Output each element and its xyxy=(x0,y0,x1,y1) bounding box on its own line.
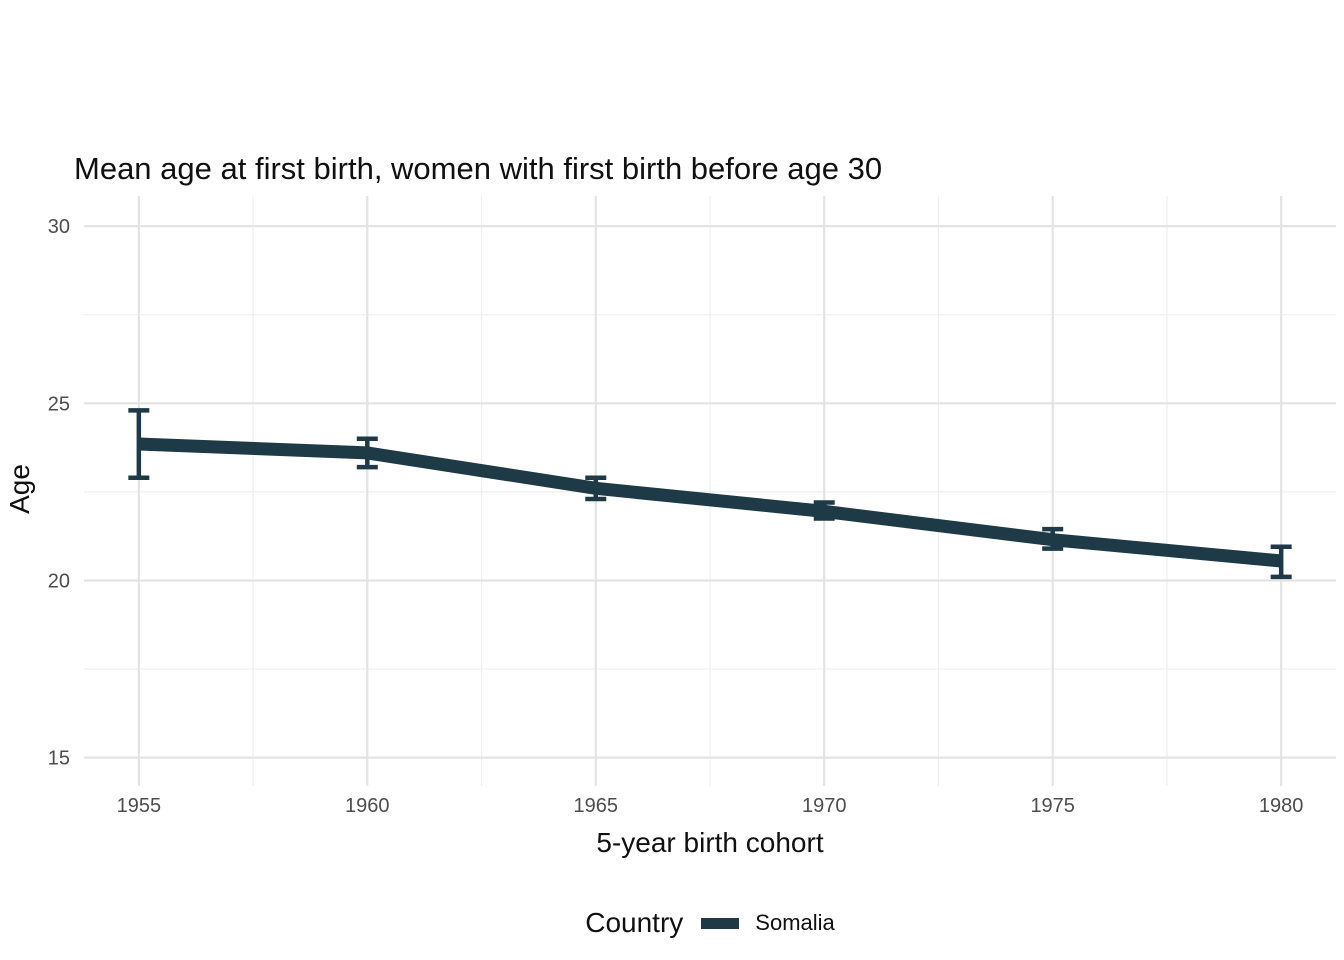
legend-title: Country xyxy=(585,907,684,938)
x-tick-label: 1970 xyxy=(802,795,847,817)
legend-line-swatch xyxy=(701,917,740,929)
x-tick-label: 1960 xyxy=(345,795,390,817)
data-line-somalia xyxy=(138,437,1282,568)
chart-title: Mean age at first birth, women with firs… xyxy=(74,151,883,186)
y-tick-label: 25 xyxy=(48,393,70,415)
x-tick-label: 1965 xyxy=(574,795,619,817)
y-tick-label: 30 xyxy=(48,216,70,238)
y-tick-label: 20 xyxy=(48,570,70,592)
x-axis-title: 5-year birth cohort xyxy=(596,827,824,858)
legend: Country Somalia xyxy=(84,900,1336,946)
legend-label-somalia: Somalia xyxy=(755,910,835,935)
x-tick-label: 1955 xyxy=(117,795,162,817)
x-tick-label: 1980 xyxy=(1259,795,1304,817)
x-tick-label: 1975 xyxy=(1030,795,1075,817)
y-axis-title: Age xyxy=(4,464,35,514)
y-tick-label: 15 xyxy=(48,748,70,770)
